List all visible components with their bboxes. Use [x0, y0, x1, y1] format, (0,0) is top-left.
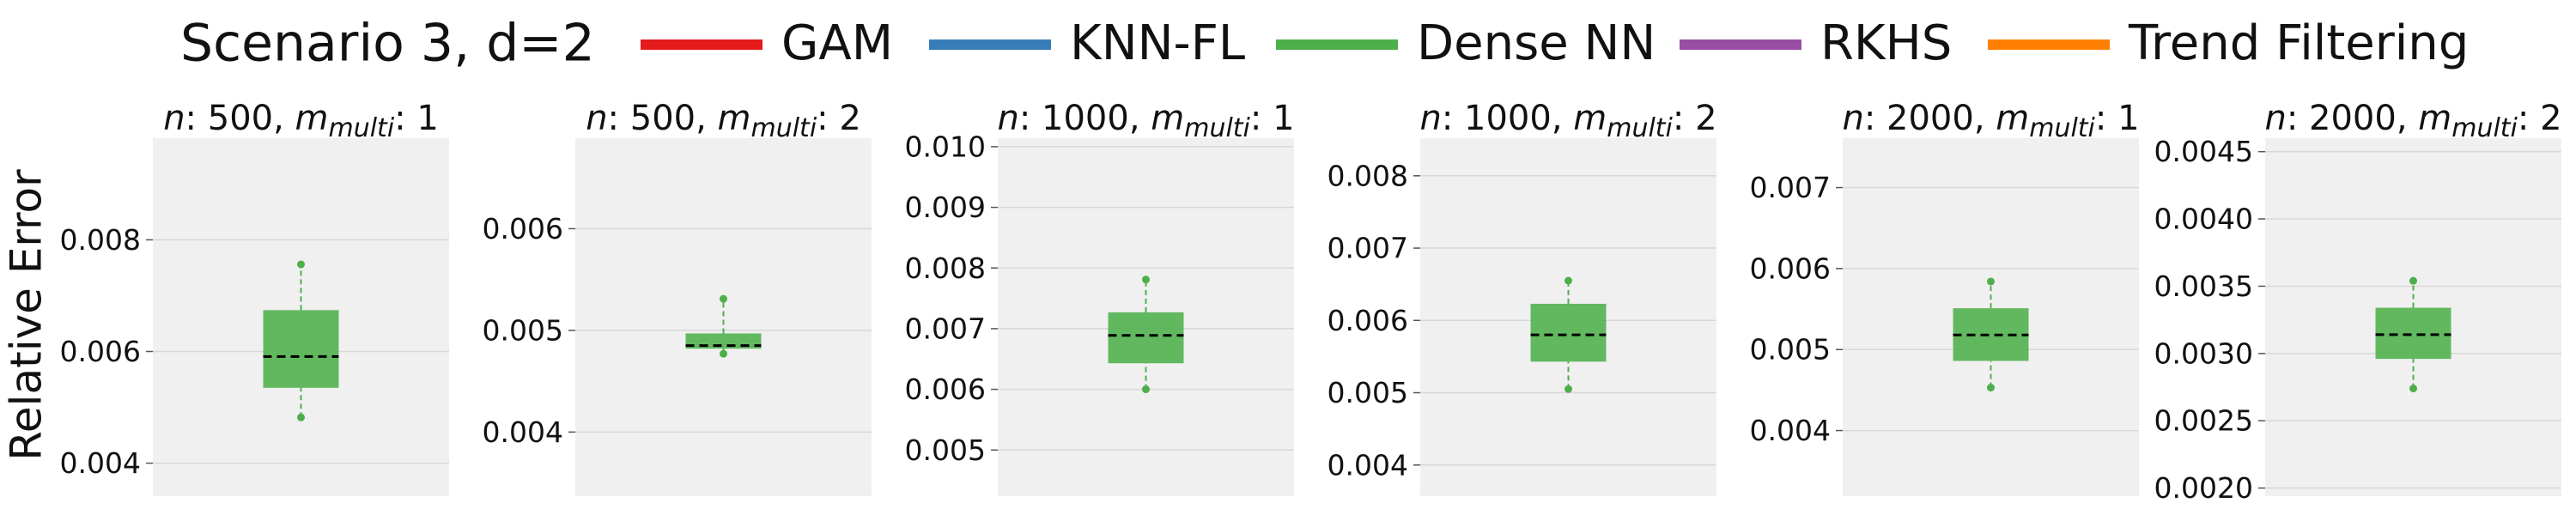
panel-title-part: n: [1419, 99, 1441, 138]
whisker-cap: [2409, 385, 2417, 393]
whisker-cap: [1987, 277, 1995, 286]
y-tick-label: 0.006: [1327, 304, 1408, 337]
y-tick-label: 0.006: [905, 373, 986, 406]
whisker-cap: [297, 260, 305, 269]
panel-title-part: n: [163, 99, 185, 138]
y-tick-label: 0.005: [905, 433, 986, 467]
whisker-cap: [1987, 384, 1995, 392]
y-tick-label: 0.007: [1750, 171, 1831, 204]
y-tick-label: 0.004: [1327, 448, 1408, 482]
y-tick-label: 0.006: [60, 335, 141, 368]
panel-title-part: n: [586, 99, 607, 138]
panel-title-part: multi: [328, 113, 394, 143]
whisker-cap: [297, 413, 305, 421]
y-tick-label: 0.007: [1327, 232, 1408, 265]
y-tick-label: 0.010: [905, 130, 986, 163]
y-axis-label: Relative Error: [2, 169, 52, 461]
panel-title-part: : 500,: [608, 99, 718, 138]
y-tick-label: 0.008: [905, 251, 986, 285]
panel-title-part: multi: [750, 113, 817, 143]
panel-title: n: 1000, mmulti: 1: [997, 99, 1294, 143]
panel-title-part: n: [2264, 99, 2286, 138]
y-tick-label: 0.004: [483, 415, 563, 449]
panel-title: n: 500, mmulti: 1: [163, 99, 439, 143]
panel-title-part: multi: [1184, 113, 1250, 143]
legend-label: KNN-FL: [1070, 15, 1245, 71]
whisker-cap: [1564, 385, 1572, 393]
y-tick-label: 0.004: [1750, 414, 1831, 447]
whisker-cap: [2409, 276, 2417, 285]
whisker-cap: [720, 294, 727, 303]
legend-label: Trend Filtering: [2128, 15, 2469, 71]
y-tick-label: 0.008: [1327, 159, 1408, 192]
y-tick-label: 0.005: [483, 313, 563, 347]
y-tick-label: 0.0035: [2154, 270, 2253, 303]
y-tick-label: 0.0045: [2154, 135, 2253, 168]
y-tick-label: 0.0020: [2154, 471, 2253, 505]
panel-title-part: : 2000,: [2287, 99, 2418, 138]
panel-title-part: n: [1842, 99, 1863, 138]
panel-title-part: : 2: [817, 99, 861, 138]
legend-label: GAM: [781, 15, 893, 71]
panel-title-part: : 2: [1673, 99, 1717, 138]
legend-label: Dense NN: [1417, 15, 1656, 71]
box: [1108, 312, 1184, 364]
y-tick-label: 0.005: [1750, 333, 1831, 367]
box: [2375, 307, 2451, 360]
panel-title-part: m: [1573, 99, 1607, 138]
panel-title-part: m: [718, 99, 751, 138]
panel-title-part: : 1000,: [1019, 99, 1151, 138]
box: [1530, 303, 1607, 362]
y-tick-label: 0.0030: [2154, 336, 2253, 370]
panel-title: n: 2000, mmulti: 1: [1842, 99, 2139, 143]
box: [685, 333, 762, 349]
box: [263, 310, 339, 388]
whisker-cap: [1142, 385, 1150, 394]
y-tick-label: 0.006: [483, 212, 563, 245]
panel-title-part: multi: [1607, 113, 1673, 143]
panel-title-part: n: [997, 99, 1018, 138]
y-tick-label: 0.008: [60, 223, 141, 257]
panel-title-part: m: [1996, 99, 2029, 138]
legend-label: RKHS: [1820, 15, 1952, 71]
panel-title-part: m: [295, 99, 329, 138]
panel-title-part: m: [1151, 99, 1184, 138]
legend-title: Scenario 3, d=2: [180, 14, 595, 74]
panel-title: n: 2000, mmulti: 2: [2264, 99, 2561, 143]
y-tick-label: 0.006: [1750, 251, 1831, 285]
panel-title: n: 1000, mmulti: 2: [1419, 99, 1716, 143]
y-tick-label: 0.009: [905, 191, 986, 224]
y-tick-label: 0.005: [1327, 376, 1408, 409]
whisker-cap: [1564, 276, 1572, 285]
y-tick-label: 0.007: [905, 312, 986, 345]
y-tick-label: 0.0040: [2154, 203, 2253, 236]
panel-title: n: 500, mmulti: 2: [586, 99, 861, 143]
panel-title-part: multi: [2451, 113, 2518, 143]
panel-title-part: : 2: [2518, 99, 2562, 138]
box: [1953, 308, 2029, 361]
panel-title-part: : 1: [2095, 99, 2140, 138]
y-tick-label: 0.004: [60, 446, 141, 480]
panel-title-part: : 1: [1250, 99, 1295, 138]
panel-title-part: multi: [2029, 113, 2095, 143]
panel-title-part: : 1000,: [1442, 99, 1573, 138]
panel-title-part: : 2000,: [1864, 99, 1996, 138]
whisker-cap: [720, 349, 727, 358]
y-tick-label: 0.0025: [2154, 404, 2253, 438]
panel-title-part: : 1: [394, 99, 439, 138]
panel-title-part: m: [2418, 99, 2451, 138]
whisker-cap: [1142, 276, 1150, 284]
panel-title-part: : 500,: [185, 99, 295, 138]
plot-area: [575, 138, 872, 496]
